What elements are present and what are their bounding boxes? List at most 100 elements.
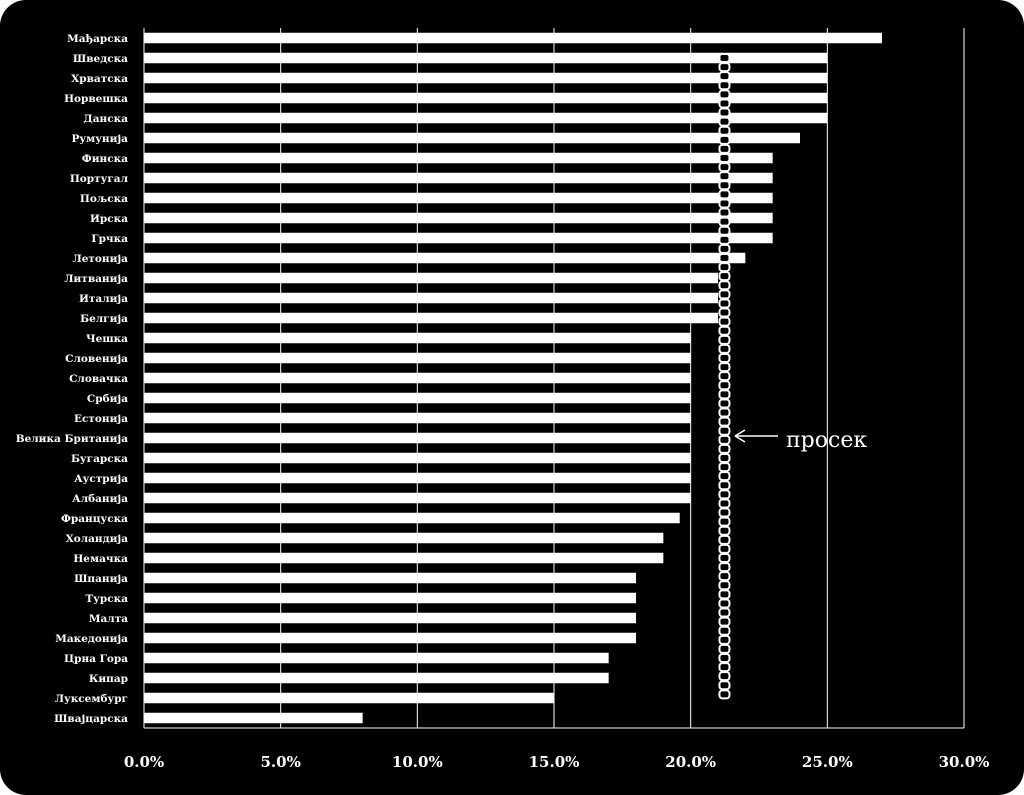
category-label: Швајцарска <box>54 713 128 725</box>
x-tick-label: 25.0% <box>802 753 853 771</box>
average-marker <box>718 253 731 263</box>
bar <box>144 412 691 424</box>
average-marker <box>718 153 731 163</box>
average-marker <box>718 489 731 500</box>
bar <box>144 72 828 84</box>
bar <box>144 352 691 364</box>
average-marker <box>718 598 731 609</box>
x-tick-label: 15.0% <box>529 753 580 771</box>
average-marker <box>718 625 731 636</box>
average-marker <box>718 298 731 309</box>
x-tick-label: 20.0% <box>665 753 716 771</box>
bar <box>144 132 800 144</box>
bar <box>144 172 773 184</box>
category-label: Летонија <box>72 253 128 265</box>
average-marker <box>718 398 731 409</box>
category-label: Малта <box>89 613 128 625</box>
bar <box>144 272 718 284</box>
bar <box>144 192 773 204</box>
average-marker <box>718 134 731 145</box>
bar <box>144 592 636 604</box>
average-marker <box>718 316 731 327</box>
average-marker <box>718 216 731 227</box>
average-marker <box>718 453 731 463</box>
category-label: Бугарска <box>71 453 128 465</box>
bar <box>144 532 664 544</box>
category-label: Румунија <box>71 133 128 145</box>
average-marker <box>718 543 731 554</box>
average-marker <box>718 380 731 391</box>
average-label: просек <box>786 428 867 453</box>
bar <box>144 52 828 64</box>
average-marker <box>718 580 731 591</box>
bar <box>144 512 680 524</box>
category-label: Француска <box>61 513 128 525</box>
category-label: Чешка <box>86 333 128 345</box>
category-label: Аустрија <box>74 473 128 485</box>
average-marker <box>718 280 731 291</box>
average-marker <box>718 471 731 482</box>
category-label: Италија <box>79 293 128 305</box>
average-marker <box>718 325 731 336</box>
average-marker <box>718 62 731 73</box>
average-marker <box>718 653 731 663</box>
bar <box>144 212 773 224</box>
bar <box>144 672 609 684</box>
bar <box>144 252 746 264</box>
average-marker <box>718 462 731 473</box>
average-marker <box>718 143 731 154</box>
category-label: Албанија <box>72 493 128 505</box>
average-marker <box>718 534 731 545</box>
bar <box>144 392 691 404</box>
average-marker <box>718 562 731 573</box>
average-marker <box>718 498 731 509</box>
average-marker <box>718 162 731 173</box>
average-marker <box>718 334 731 345</box>
average-marker <box>718 171 731 182</box>
category-label: Данска <box>83 113 128 125</box>
category-label: Холандија <box>66 533 129 545</box>
average-marker <box>718 353 731 363</box>
average-marker <box>718 416 731 427</box>
average-marker <box>718 371 731 382</box>
average-marker <box>718 425 731 436</box>
x-tick-label: 30.0% <box>939 753 990 771</box>
annotation-arrow-head <box>734 429 746 443</box>
average-marker <box>718 671 731 682</box>
bar <box>144 152 773 164</box>
average-marker <box>718 389 731 400</box>
average-marker <box>718 343 731 354</box>
category-label: Мађарска <box>67 33 128 45</box>
average-marker <box>718 89 731 100</box>
category-label: Белгија <box>80 313 128 325</box>
average-marker <box>718 607 731 618</box>
category-label: Грчка <box>91 233 128 245</box>
category-label: Шведска <box>73 53 128 65</box>
bar <box>144 552 664 564</box>
average-marker <box>718 189 731 200</box>
average-marker <box>718 553 731 563</box>
category-label: Естонија <box>74 413 128 425</box>
average-marker <box>718 516 731 527</box>
bar <box>144 232 773 244</box>
average-marker <box>718 680 731 691</box>
bar <box>144 652 609 664</box>
average-marker <box>718 589 731 600</box>
x-axis-ticks: 0.0% 5.0% 10.0% 15.0% 20.0% 25.0% 30.0% <box>124 753 990 771</box>
bar <box>144 292 718 304</box>
average-marker <box>718 225 731 236</box>
category-label: Немачка <box>73 553 128 565</box>
x-tick-label: 10.0% <box>392 753 443 771</box>
average-marker <box>718 480 731 491</box>
category-label: Хрватска <box>71 73 128 85</box>
category-label: Португал <box>70 173 129 185</box>
average-marker <box>718 634 731 645</box>
bar <box>144 612 636 624</box>
category-label: Црна Гора <box>64 653 128 665</box>
bar <box>144 452 691 464</box>
average-marker <box>718 689 731 700</box>
average-marker <box>718 525 731 536</box>
category-label: Србија <box>87 393 128 405</box>
